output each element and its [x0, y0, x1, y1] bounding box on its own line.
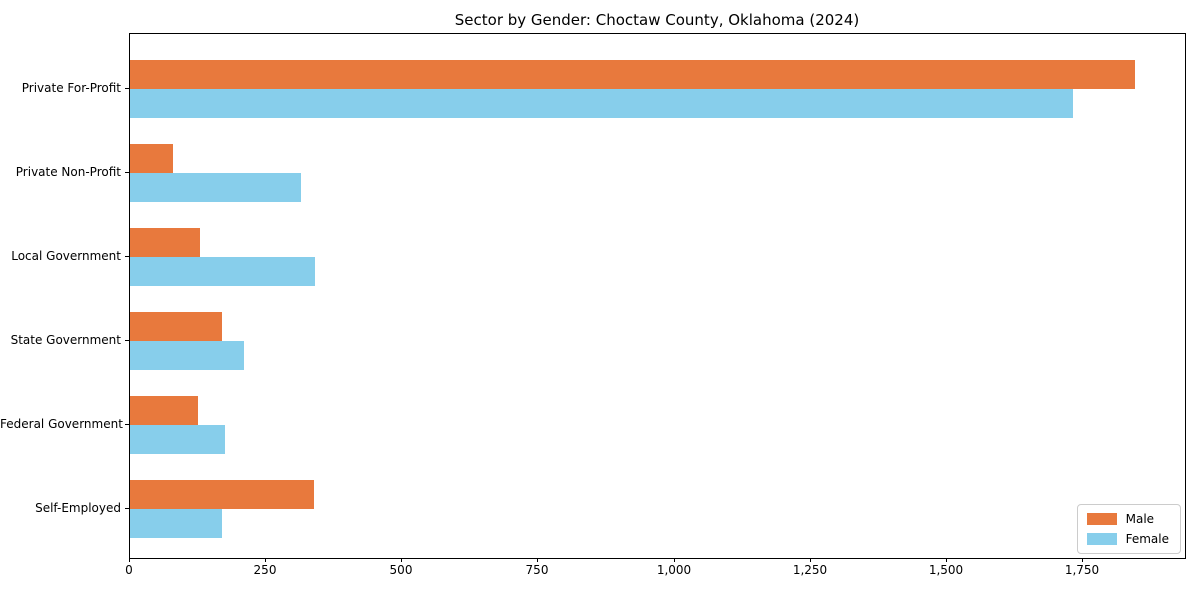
x-tick-1500 [946, 558, 947, 562]
y-label-private-for-profit: Private For-Profit [21, 81, 121, 95]
x-tick-label-500: 500 [389, 563, 413, 577]
x-tick-label-1000: 1,000 [656, 563, 692, 577]
legend-label-male: Male [1125, 512, 1155, 526]
x-tick-500 [401, 558, 402, 562]
x-tick-1750 [1082, 558, 1083, 562]
bar-female-self-employed [130, 509, 222, 538]
y-label-self-employed: Self-Employed [35, 501, 121, 515]
y-label-federal-government: Federal Government [0, 417, 123, 431]
x-tick-1000 [674, 558, 675, 562]
y-tick-local-government [125, 256, 129, 257]
x-tick-label-0: 0 [125, 563, 133, 577]
x-tick-250 [265, 558, 266, 562]
y-label-local-government: Local Government [11, 249, 121, 263]
y-tick-state-government [125, 340, 129, 341]
y-label-private-non-profit: Private Non-Profit [15, 165, 121, 179]
plot-area: Male Female [129, 33, 1186, 559]
x-tick-0 [129, 558, 130, 562]
y-tick-federal-government [125, 424, 129, 425]
bar-male-state-government [130, 312, 222, 341]
bar-male-private-for-profit [130, 60, 1135, 89]
legend-item-female: Female [1086, 532, 1169, 546]
x-tick-label-1500: 1,500 [928, 563, 964, 577]
bar-female-local-government [130, 257, 315, 286]
x-tick-label-250: 250 [253, 563, 277, 577]
male-color-swatch [1086, 513, 1117, 525]
y-label-state-government: State Government [10, 333, 121, 347]
bar-female-federal-government [130, 425, 225, 454]
y-tick-private-non-profit [125, 172, 129, 173]
bar-male-private-non-profit [130, 144, 173, 173]
bar-female-private-non-profit [130, 173, 301, 202]
x-tick-1250 [810, 558, 811, 562]
chart-title: Sector by Gender: Choctaw County, Oklaho… [454, 11, 860, 29]
y-tick-private-for-profit [125, 88, 129, 89]
x-tick-label-750: 750 [525, 563, 549, 577]
legend: Male Female [1076, 504, 1181, 554]
x-tick-750 [537, 558, 538, 562]
x-tick-label-1250: 1,250 [792, 563, 828, 577]
bar-female-state-government [130, 341, 244, 370]
legend-label-female: Female [1125, 532, 1169, 546]
x-tick-label-1750: 1,750 [1064, 563, 1100, 577]
bar-male-federal-government [130, 396, 198, 425]
bar-male-self-employed [130, 480, 314, 509]
bar-female-private-for-profit [130, 89, 1073, 118]
bar-male-local-government [130, 228, 200, 257]
female-color-swatch [1086, 533, 1117, 545]
y-tick-self-employed [125, 508, 129, 509]
legend-item-male: Male [1086, 512, 1169, 526]
